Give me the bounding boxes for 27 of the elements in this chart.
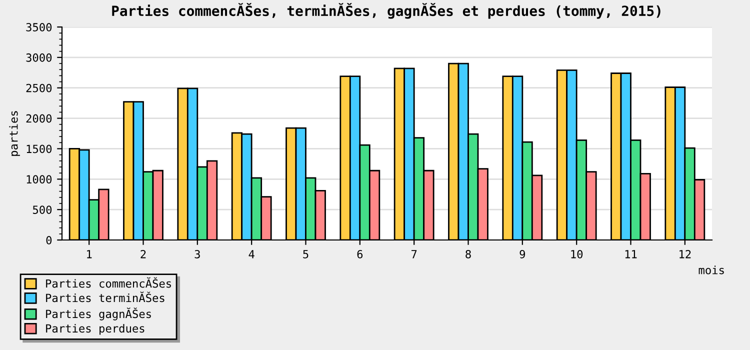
x-tick-label: 1	[87, 250, 92, 258]
y-tick-label: 1000	[26, 175, 52, 184]
y-tick-label: 1500	[26, 144, 52, 154]
y-tick-label: 3500	[26, 23, 52, 32]
y-tick-label: 2000	[26, 114, 52, 123]
x-tick-label: 6	[357, 250, 363, 258]
x-tick-label: 9	[520, 250, 526, 258]
y-tick-label: 2500	[26, 84, 52, 92]
y-tick-label: 0	[46, 236, 52, 244]
x-axis-title: mois	[698, 266, 724, 274]
x-tick-label: 2	[140, 250, 146, 258]
x-tick-label: 7	[411, 250, 417, 258]
x-tick-label: 11	[625, 250, 637, 258]
legend-label: Parties commencĂŠes	[46, 277, 171, 288]
legend-label: Parties perdues	[46, 324, 144, 335]
legend-label: Parties terminĂŠes	[46, 292, 164, 302]
x-tick-label: 4	[248, 250, 254, 258]
x-tick-label: 5	[303, 250, 308, 258]
y-tick-label: 3000	[26, 53, 52, 62]
x-tick-label: 3	[194, 250, 200, 258]
y-axis-title: parties	[9, 111, 20, 156]
chart-title: Parties commencĂŠes, terminĂŠes, gagnĂŠes et perdues (tommy, 2015)	[112, 3, 660, 19]
y-tick-label: 500	[32, 206, 52, 214]
legend-label: Parties gagnĂŠes	[46, 308, 151, 320]
x-tick-label: 12	[680, 250, 691, 258]
x-tick-label: 10	[571, 250, 583, 258]
x-tick-label: 8	[466, 250, 471, 258]
